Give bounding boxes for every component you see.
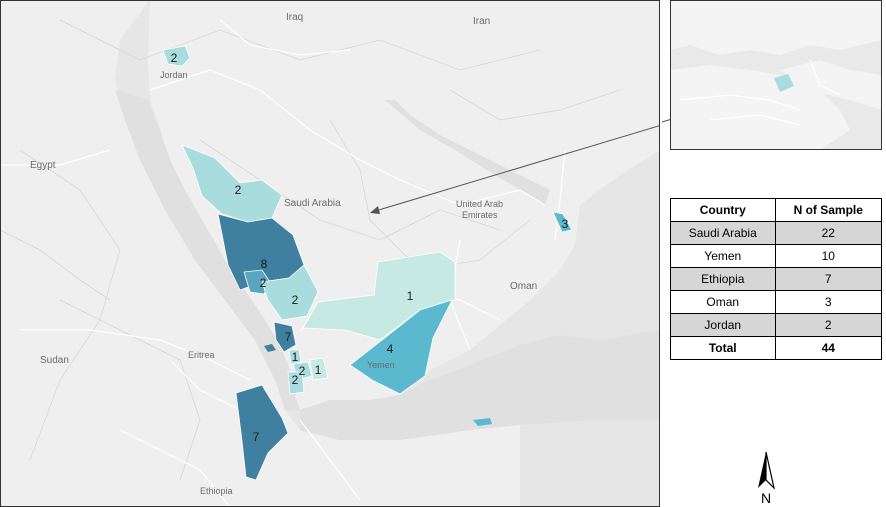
table-row: Yemen 10 — [670, 244, 883, 268]
count-saudi-2b: 2 — [292, 293, 299, 307]
road-network — [0, 19, 621, 481]
inset-pointer-line — [371, 125, 660, 213]
table-cell-n: 2 — [774, 313, 883, 337]
count-yemen-1: 1 — [407, 289, 414, 303]
region-jordan[interactable] — [162, 45, 191, 67]
red-sea — [115, 90, 300, 410]
inset-borders — [679, 59, 841, 126]
label-iran: Iran — [473, 16, 490, 27]
label-iraq: Iraq — [286, 12, 303, 23]
table-row: Ethiopia 7 — [670, 267, 883, 291]
table-cell-n: 7 — [774, 267, 883, 291]
place-labels: Iraq Iran Jordan Egypt Saudi Arabia Unit… — [30, 12, 537, 496]
choropleth-regions — [162, 45, 573, 481]
table-cell-country: Jordan — [670, 313, 776, 337]
table-cell-country: Ethiopia — [670, 267, 776, 291]
inset-arabia — [780, 60, 882, 110]
region-saudi-7[interactable] — [273, 321, 297, 353]
label-egypt: Egypt — [30, 160, 56, 171]
count-saudi-2a: 2 — [260, 276, 267, 290]
table-row: Saudi Arabia 22 — [670, 221, 883, 245]
gulf-of-aden — [300, 330, 660, 440]
main-map: 2 2 8 2 2 7 1 4 1 2 1 2 3 7 Iraq Iran Jo… — [0, 0, 660, 507]
inset-highlight — [774, 74, 794, 92]
table-cell-n: 3 — [774, 290, 883, 314]
count-oman: 3 — [562, 217, 569, 231]
table-header-n: N of Sample — [774, 198, 883, 222]
count-yemen-s2b: 2 — [292, 373, 299, 387]
count-saudi-8: 8 — [261, 257, 268, 271]
table-cell-n: 10 — [774, 244, 883, 268]
north-arrow-right — [765, 451, 776, 490]
table-total-label: Total — [670, 336, 776, 360]
north-arrow-left — [758, 452, 766, 488]
region-oman[interactable] — [552, 211, 573, 233]
table-header-country: Country — [670, 198, 776, 222]
label-saudi-arabia: Saudi Arabia — [284, 198, 341, 209]
count-yemen-s1b: 1 — [315, 363, 322, 377]
region-yemen-s1[interactable] — [288, 349, 302, 365]
inset-pointer-arrowhead — [370, 206, 380, 214]
label-uae-line2: Emirates — [462, 210, 498, 220]
label-uae-line1: United Arab — [456, 199, 503, 209]
table-cell-country: Oman — [670, 290, 776, 314]
table-row: Jordan 2 — [670, 313, 883, 337]
persian-gulf — [385, 100, 550, 205]
count-yemen-s2a: 2 — [299, 364, 306, 378]
sample-table: Country N of Sample Saudi Arabia 22 Yeme… — [670, 198, 883, 360]
region-saudi-2b[interactable] — [261, 264, 319, 321]
north-arrow: N — [758, 451, 776, 506]
table-cell-country: Yemen — [670, 244, 776, 268]
land-africa — [0, 0, 520, 507]
region-yemen-4[interactable] — [349, 299, 453, 395]
count-saudi-7: 7 — [285, 330, 292, 344]
table-header-row: Country N of Sample — [670, 198, 883, 222]
table-cell-n: 22 — [774, 221, 883, 245]
label-oman: Oman — [510, 281, 537, 292]
count-saudi-north: 2 — [235, 183, 242, 197]
label-ethiopia: Ethiopia — [200, 486, 233, 496]
inset-frame — [670, 0, 882, 150]
table-row: Oman 3 — [670, 290, 883, 314]
region-yemen-s2b[interactable] — [287, 371, 305, 395]
label-jordan: Jordan — [160, 70, 188, 80]
label-sudan: Sudan — [40, 355, 69, 366]
label-yemen: Yemen — [367, 360, 395, 370]
north-arrow-label: N — [761, 490, 771, 506]
socotra-island — [473, 418, 492, 426]
count-jordan: 2 — [171, 51, 178, 65]
region-ethiopia[interactable] — [235, 384, 289, 481]
region-counts: 2 2 8 2 2 7 1 4 1 2 1 2 3 7 — [171, 51, 569, 444]
region-yemen-s1b[interactable] — [309, 357, 329, 381]
count-ethiopia: 7 — [253, 430, 260, 444]
region-yemen-1[interactable] — [302, 251, 456, 341]
red-sea-islands — [264, 344, 276, 352]
label-eritrea: Eritrea — [188, 350, 215, 360]
table-total-row: Total 44 — [670, 336, 883, 360]
inset-europe — [670, 0, 882, 55]
inset-map — [670, 0, 882, 150]
count-yemen-s1: 1 — [292, 350, 299, 364]
count-yemen-4: 4 — [387, 342, 394, 356]
table-total-n: 44 — [774, 336, 883, 360]
table-cell-country: Saudi Arabia — [670, 221, 776, 245]
